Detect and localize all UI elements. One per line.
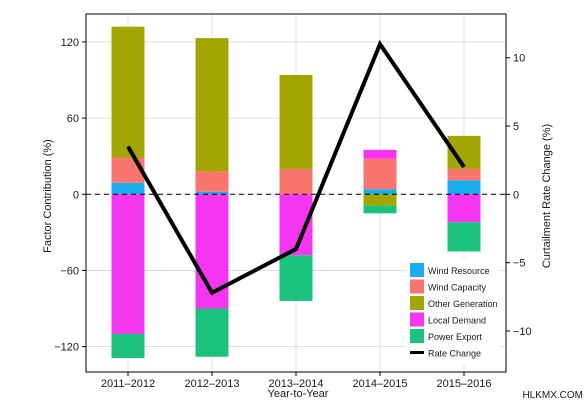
bar-wind-resource xyxy=(363,189,397,195)
y2-axis-ticks: −10 −5 0 5 10 xyxy=(506,53,532,338)
bar-local-demand xyxy=(111,194,145,334)
bar-other-generation xyxy=(195,38,229,172)
bar-other-generation xyxy=(111,26,145,158)
y-tick-label: 0 xyxy=(73,189,79,201)
y2-tick-label: −5 xyxy=(513,258,526,270)
x-axis-ticks: 2011–2012 2012–2013 2013–2014 2014–2015 2015… xyxy=(101,372,492,390)
watermark: HLKMX.COM xyxy=(522,390,583,401)
x-tick-label: 2015–2016 xyxy=(436,378,491,390)
legend-label: Rate Change xyxy=(428,349,481,359)
bar-wind-capacity xyxy=(447,168,481,181)
y-axis-title: Factor Contribution (%) xyxy=(42,139,54,253)
y-axis-ticks: −120 −60 0 60 120 xyxy=(54,37,86,354)
legend-label: Wind Capacity xyxy=(428,283,487,293)
bar-wind-resource xyxy=(447,180,481,195)
legend-swatch xyxy=(410,312,424,327)
bar-power-export xyxy=(363,205,397,214)
x-tick-label: 2014–2015 xyxy=(352,378,407,390)
legend: Wind Resource Wind Capacity Other Generati… xyxy=(406,259,500,364)
x-axis-title: Year-to-Year xyxy=(268,388,329,400)
x-tick-label: 2011–2012 xyxy=(101,378,155,390)
legend-label: Local Demand xyxy=(428,316,486,326)
bar-power-export xyxy=(447,222,481,252)
legend-label: Wind Resource xyxy=(428,266,490,276)
bar-power-export xyxy=(195,308,229,357)
legend-swatch xyxy=(410,279,424,294)
bar-wind-capacity xyxy=(195,171,229,192)
x-tick-label: 2013–2014 xyxy=(268,378,323,390)
y-tick-label: 120 xyxy=(61,37,79,49)
legend-label: Other Generation xyxy=(428,299,498,309)
bar-wind-capacity xyxy=(279,168,313,195)
rate-change-line xyxy=(126,39,466,296)
bar-local-demand xyxy=(447,194,481,223)
y-tick-label: 60 xyxy=(67,113,79,125)
bar-power-export xyxy=(279,255,313,301)
y2-tick-label: −10 xyxy=(513,326,532,338)
bar-wind-resource xyxy=(195,191,229,195)
y-tick-label: −120 xyxy=(54,342,79,354)
legend-label: Power Export xyxy=(428,332,483,342)
legend-swatch xyxy=(410,263,424,277)
bar-wind-capacity xyxy=(363,158,397,190)
rate-change-polyline xyxy=(126,39,466,296)
bar-other-generation xyxy=(363,194,397,206)
bar-wind-resource xyxy=(111,182,145,195)
bar-local-demand xyxy=(363,149,397,159)
legend-swatch xyxy=(410,296,424,310)
y2-tick-label: 5 xyxy=(513,121,519,133)
bar-other-generation xyxy=(279,74,313,169)
x-tick-label: 2012–2013 xyxy=(184,378,239,390)
y2-tick-label: 10 xyxy=(513,53,525,65)
legend-swatch xyxy=(410,329,424,343)
y2-axis-title: Curtailment Rate Change (%) xyxy=(541,124,553,268)
y2-tick-label: 0 xyxy=(513,189,519,201)
y-tick-label: −60 xyxy=(60,265,79,277)
bar-power-export xyxy=(111,333,145,359)
